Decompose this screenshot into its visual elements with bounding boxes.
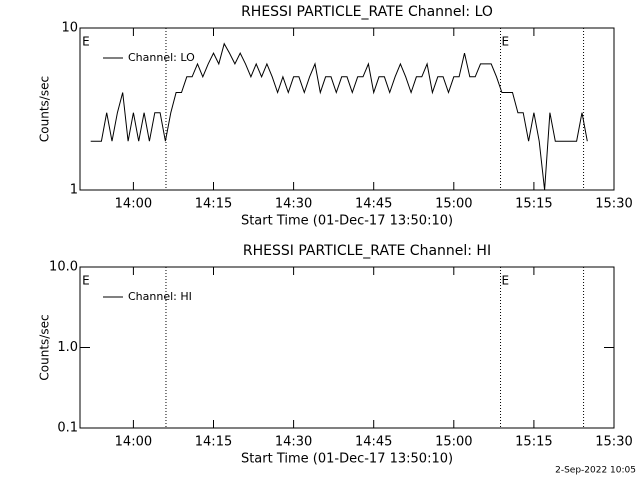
y-tick-label: 1.0 (57, 340, 78, 355)
legend-label: Channel: LO (128, 51, 195, 64)
x-tick-label: 14:15 (195, 435, 232, 450)
x-tick-label: 15:30 (595, 435, 632, 450)
x-tick-label: 14:00 (115, 197, 152, 212)
x-tick-label: 15:15 (515, 435, 552, 450)
x-tick-label: 14:15 (195, 197, 232, 212)
chart-title: RHESSI PARTICLE_RATE Channel: HI (243, 243, 491, 259)
event-label: E (502, 274, 510, 288)
x-axis-label: Start Time (01-Dec-17 13:50:10) (241, 214, 453, 229)
x-tick-label: 15:00 (435, 197, 472, 212)
y-tick-label: 1 (70, 183, 78, 198)
chart-title: RHESSI PARTICLE_RATE Channel: LO (241, 4, 493, 20)
x-tick-label: 14:30 (275, 197, 312, 212)
x-tick-label: 15:30 (595, 197, 632, 212)
x-tick-label: 14:30 (275, 435, 312, 450)
x-tick-label: 14:00 (115, 435, 152, 450)
y-axis-label: Counts/sec (38, 314, 52, 380)
x-tick-label: 15:00 (435, 435, 472, 450)
y-tick-label: 10.0 (49, 260, 78, 275)
y-tick-label: 0.1 (57, 421, 78, 436)
data-line (90, 42, 588, 191)
y-tick-label: 10 (61, 21, 78, 36)
x-tick-label: 14:45 (355, 197, 392, 212)
plot-frame (79, 27, 615, 191)
event-label: E (502, 35, 510, 49)
footer: 2-Sep-2022 10:05 (555, 466, 636, 476)
x-axis-label: Start Time (01-Dec-17 13:50:10) (241, 452, 453, 467)
x-tick-label: 14:45 (355, 435, 392, 450)
y-axis-label: Counts/sec (38, 76, 52, 142)
x-tick-label: 15:15 (515, 197, 552, 212)
event-label: E (82, 35, 90, 49)
event-label: E (82, 274, 90, 288)
legend-label: Channel: HI (128, 290, 192, 303)
